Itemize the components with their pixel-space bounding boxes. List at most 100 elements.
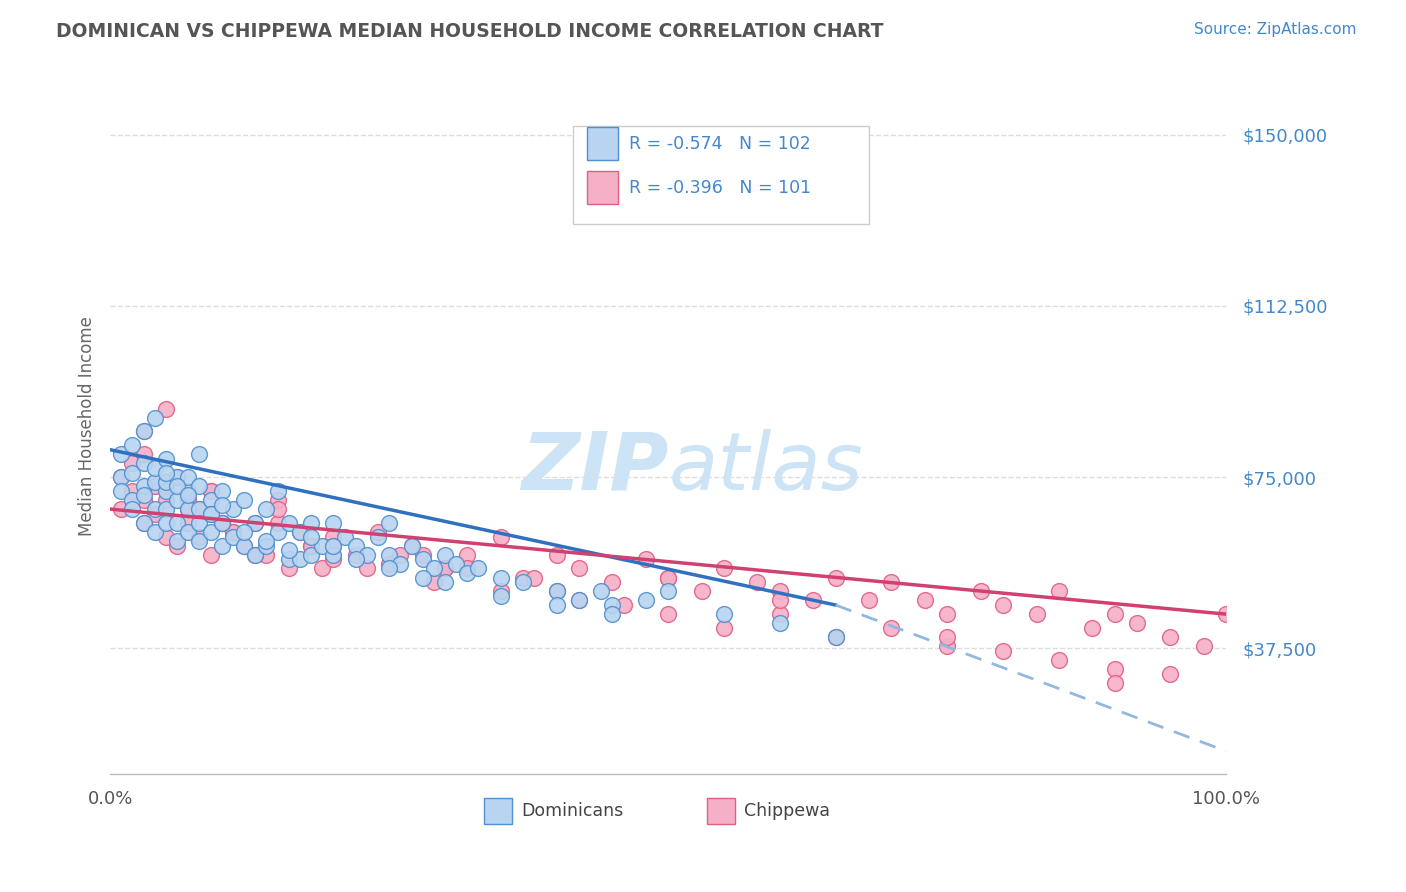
Point <box>211 516 233 530</box>
Point <box>143 410 166 425</box>
Point <box>747 575 769 590</box>
Point <box>200 483 222 498</box>
Point <box>254 548 277 562</box>
Point <box>211 539 233 553</box>
Point <box>1192 639 1215 653</box>
Point <box>602 575 624 590</box>
Point <box>143 479 166 493</box>
Point <box>233 524 256 539</box>
Point <box>333 529 356 543</box>
Point <box>657 584 679 599</box>
Point <box>121 483 143 498</box>
Point <box>188 529 211 543</box>
Point <box>132 488 155 502</box>
Point <box>177 470 200 484</box>
Point <box>657 571 679 585</box>
Point <box>166 470 188 484</box>
Point <box>657 607 679 622</box>
Point <box>433 561 456 575</box>
Point <box>222 502 245 516</box>
Point <box>936 607 959 622</box>
Point <box>166 479 188 493</box>
Point <box>546 584 568 599</box>
Point <box>344 552 367 566</box>
Point <box>110 470 132 484</box>
Point <box>546 598 568 612</box>
Point <box>880 575 903 590</box>
Point <box>121 438 143 452</box>
Point <box>568 593 591 607</box>
Point <box>155 451 177 466</box>
Point <box>121 466 143 480</box>
Point <box>970 584 993 599</box>
Point <box>634 552 657 566</box>
Point <box>1081 621 1104 635</box>
Point <box>299 539 322 553</box>
Point <box>367 524 389 539</box>
Point <box>367 529 389 543</box>
Point <box>143 507 166 521</box>
Point <box>433 548 456 562</box>
Point <box>591 584 613 599</box>
Text: Source: ZipAtlas.com: Source: ZipAtlas.com <box>1194 22 1357 37</box>
Text: R = -0.574   N = 102: R = -0.574 N = 102 <box>628 135 811 153</box>
Point <box>824 571 846 585</box>
Point <box>344 548 367 562</box>
Point <box>378 561 401 575</box>
Point <box>880 621 903 635</box>
Point <box>177 516 200 530</box>
Point <box>177 502 200 516</box>
Point <box>936 639 959 653</box>
Point <box>166 516 188 530</box>
Point <box>613 598 636 612</box>
Point <box>155 483 177 498</box>
Point <box>222 524 245 539</box>
Point <box>200 524 222 539</box>
Point <box>356 548 378 562</box>
Point <box>110 483 132 498</box>
Point <box>401 539 423 553</box>
Point <box>245 548 267 562</box>
Point <box>121 457 143 471</box>
Point <box>657 571 679 585</box>
Point <box>200 507 222 521</box>
Point <box>211 498 233 512</box>
Point <box>266 502 288 516</box>
Point <box>690 584 713 599</box>
Point <box>1159 666 1181 681</box>
Point <box>211 483 233 498</box>
Point <box>143 502 166 516</box>
Point <box>344 539 367 553</box>
Point <box>277 561 299 575</box>
Point <box>132 479 155 493</box>
Point <box>110 447 132 461</box>
Point <box>166 492 188 507</box>
Point <box>914 593 936 607</box>
Point <box>166 539 188 553</box>
Point <box>155 492 177 507</box>
FancyBboxPatch shape <box>707 797 735 824</box>
Point <box>322 548 344 562</box>
Point <box>456 548 478 562</box>
Point <box>713 607 735 622</box>
Point <box>277 516 299 530</box>
Point <box>245 516 267 530</box>
Point <box>132 492 155 507</box>
Point <box>444 557 467 571</box>
Point <box>143 475 166 489</box>
Point <box>188 502 211 516</box>
Point <box>824 630 846 644</box>
Point <box>143 461 166 475</box>
Point <box>1104 675 1126 690</box>
Point <box>433 575 456 590</box>
Point <box>769 616 792 631</box>
Point <box>233 539 256 553</box>
Point <box>1047 584 1070 599</box>
Point <box>288 524 311 539</box>
Point <box>1215 607 1237 622</box>
FancyBboxPatch shape <box>586 170 619 204</box>
Point <box>423 575 446 590</box>
Point <box>299 548 322 562</box>
Point <box>121 492 143 507</box>
Point <box>200 507 222 521</box>
